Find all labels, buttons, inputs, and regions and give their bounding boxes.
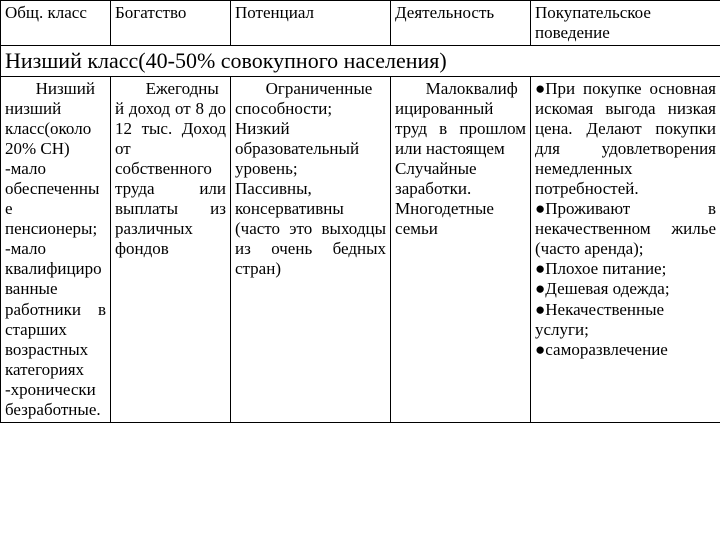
behavior-text: саморазвлечение [545, 340, 668, 359]
behavior-list: ●При покупке основная искомая выгода низ… [535, 79, 716, 360]
behavior-item: ●При покупке основная искомая выгода низ… [535, 79, 716, 199]
bullet-icon: ● [535, 300, 545, 320]
cell-wealth: Ежегодный доход от 8 до 12 тыс. Доход от… [111, 77, 231, 423]
potential-text: Ограниченные способности; Низкий образов… [235, 79, 386, 279]
behavior-text: При покупке основная искомая выгода низк… [535, 79, 716, 198]
class-desc-text: Низший низший класс(около 20% СН) -мало … [5, 79, 106, 420]
behavior-text: Плохое питание; [545, 259, 666, 278]
bullet-icon: ● [535, 79, 545, 99]
header-behavior: Покупательское поведение [531, 1, 720, 46]
data-row: Низший низший класс(около 20% СН) -мало … [1, 77, 720, 423]
bullet-icon: ● [535, 279, 545, 299]
behavior-item: ●Некачественные услуги; [535, 300, 716, 340]
cell-activity: Малоквалифицированный труд в прошлом или… [391, 77, 531, 423]
behavior-text: Дешевая одежда; [545, 279, 669, 298]
class-table: Общ. класс Богатство Потенциал Деятельно… [0, 0, 720, 423]
behavior-item: ●Проживают в некачественном жилье (часто… [535, 199, 716, 259]
bullet-icon: ● [535, 340, 545, 360]
wealth-text: Ежегодный доход от 8 до 12 тыс. Доход от… [115, 79, 226, 259]
header-row: Общ. класс Богатство Потенциал Деятельно… [1, 1, 720, 46]
behavior-item: ●Плохое питание; [535, 259, 716, 279]
behavior-item: ●Дешевая одежда; [535, 279, 716, 299]
activity-text: Малоквалифицированный труд в прошлом или… [395, 79, 526, 239]
section-title: Низший класс(40-50% совокупного населени… [1, 46, 720, 77]
cell-potential: Ограниченные способности; Низкий образов… [231, 77, 391, 423]
bullet-icon: ● [535, 259, 545, 279]
header-potential: Потенциал [231, 1, 391, 46]
behavior-text: Некачественные услуги; [535, 300, 664, 339]
bullet-icon: ● [535, 199, 545, 219]
header-class: Общ. класс [1, 1, 111, 46]
header-activity: Деятельность [391, 1, 531, 46]
cell-class: Низший низший класс(около 20% СН) -мало … [1, 77, 111, 423]
behavior-item: ●саморазвлечение [535, 340, 716, 360]
cell-behavior: ●При покупке основная искомая выгода низ… [531, 77, 720, 423]
section-row: Низший класс(40-50% совокупного населени… [1, 46, 720, 77]
behavior-text: Проживают в некачественном жилье (часто … [535, 199, 716, 258]
header-wealth: Богатство [111, 1, 231, 46]
